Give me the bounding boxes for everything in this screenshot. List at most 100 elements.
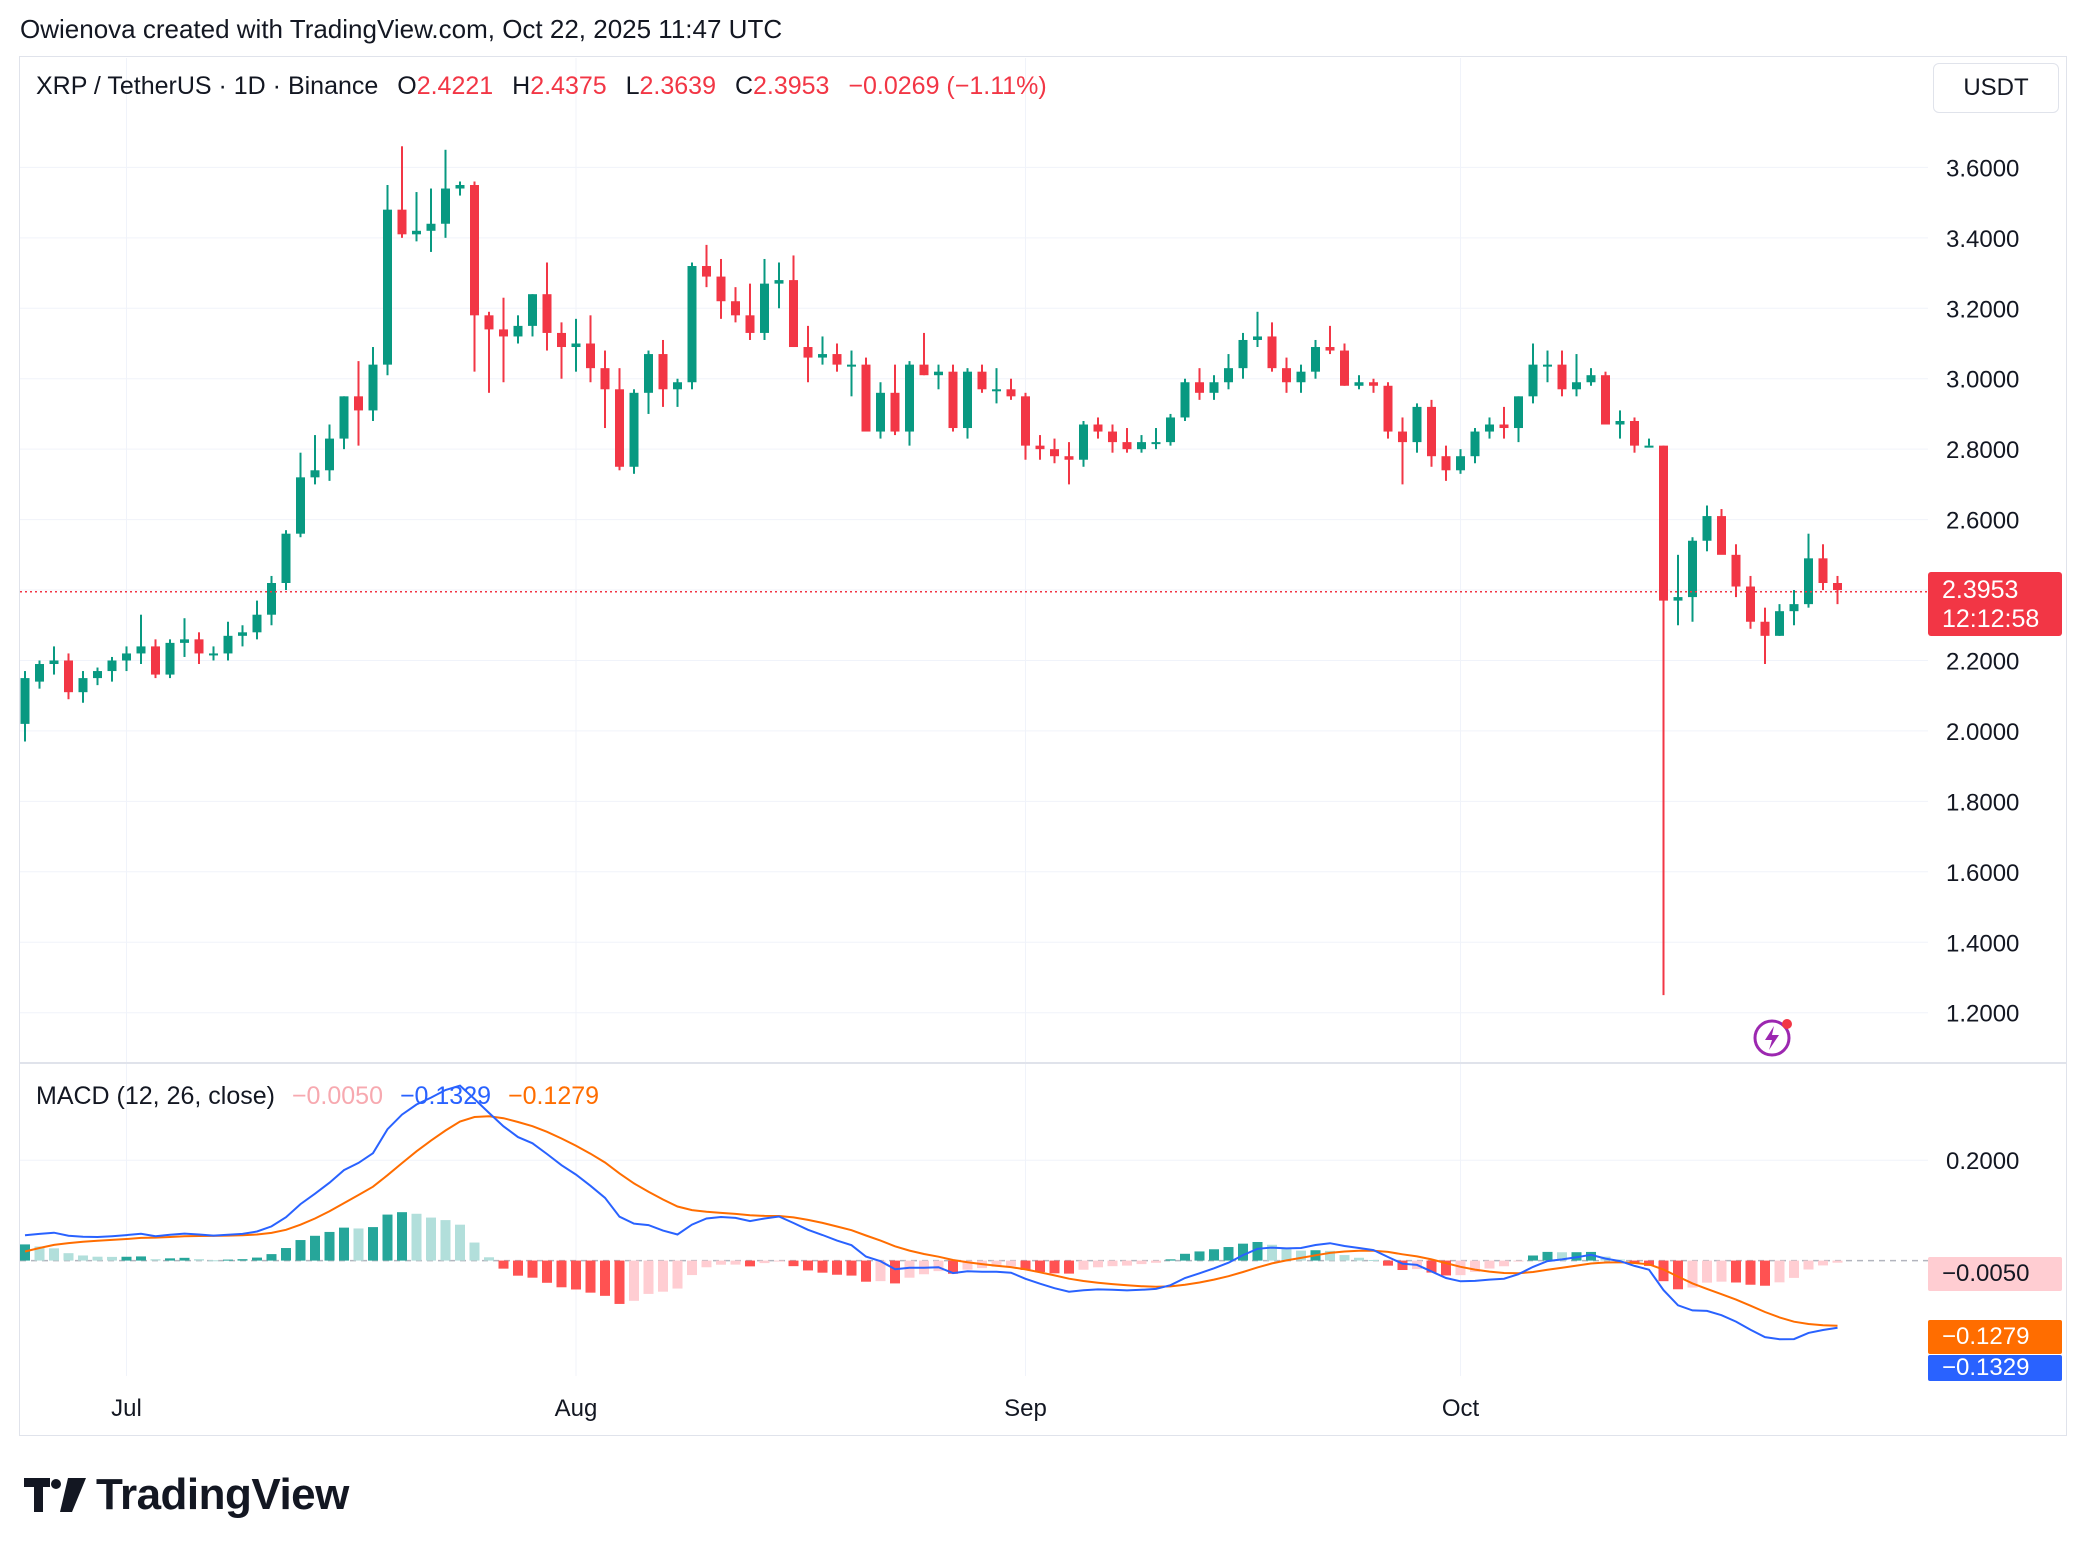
candle-body	[818, 354, 827, 358]
candle-body	[1021, 396, 1030, 446]
macd-histogram-bar	[803, 1260, 813, 1271]
candle-body	[1325, 347, 1335, 351]
candle-body	[528, 294, 537, 326]
candle-body	[1108, 431, 1117, 443]
candle-body	[1731, 554, 1741, 587]
candle-body	[455, 185, 465, 189]
candle-body	[629, 392, 639, 467]
macd-histogram-bar	[1252, 1241, 1263, 1261]
macd-histogram-bar	[194, 1259, 204, 1261]
macd-histogram-bar	[1209, 1249, 1219, 1261]
candle-body	[78, 678, 88, 693]
candle-body	[1789, 604, 1799, 612]
candle-body	[223, 635, 233, 654]
candle-body	[1050, 449, 1059, 457]
macd-histogram-bar	[875, 1260, 886, 1282]
candle-body	[1499, 424, 1509, 429]
currency-button[interactable]: USDT	[1933, 63, 2059, 113]
chart-frame	[19, 56, 2067, 1436]
candle-body	[1383, 385, 1393, 432]
grid	[20, 58, 2066, 1376]
macd-histogram-bar	[411, 1213, 422, 1261]
macd-histogram-bar	[455, 1224, 465, 1261]
candle-body	[1601, 375, 1610, 425]
macd-histogram-bar	[1223, 1247, 1234, 1261]
macd-histogram-bar	[904, 1260, 915, 1278]
macd-histogram-bar	[933, 1260, 944, 1272]
macd-histogram-bar	[1658, 1260, 1669, 1282]
macd-hist-value: −0.0050	[291, 1082, 383, 1110]
candle-body	[1340, 350, 1349, 386]
macd-histogram-bar	[1136, 1260, 1147, 1265]
macd-histogram-bar	[397, 1212, 407, 1261]
candle-body	[1586, 375, 1596, 383]
candle-body	[194, 639, 204, 654]
candle-body	[107, 660, 117, 672]
candle-body	[426, 223, 436, 231]
candle-body	[20, 678, 30, 724]
macd-histogram-bar	[1455, 1260, 1466, 1276]
candle-body	[267, 583, 276, 615]
macd-histogram-bar	[1644, 1260, 1654, 1266]
macd-histogram-bar	[1513, 1260, 1524, 1262]
macd-histogram-bar	[817, 1260, 828, 1273]
macd-histogram-bar	[1107, 1260, 1118, 1267]
macd-histogram-bar	[672, 1260, 683, 1289]
candle-body	[1238, 339, 1248, 369]
macd-histogram-bar	[991, 1260, 1002, 1267]
macd-histogram-bar	[1151, 1260, 1161, 1263]
candle-body	[803, 347, 813, 358]
macd-histogram-bar	[1122, 1260, 1132, 1266]
macd-histogram-bar	[179, 1257, 190, 1261]
macd-histogram-bar	[571, 1260, 581, 1290]
macd-histogram-bar	[20, 1244, 30, 1261]
low-value: 2.3639	[639, 72, 716, 100]
macd-histogram-bar	[1760, 1260, 1770, 1286]
candle-body	[470, 185, 479, 316]
candle-body	[1427, 406, 1436, 457]
candle-body	[484, 315, 494, 330]
macd-histogram-bar	[890, 1260, 900, 1284]
candle-body	[1833, 583, 1842, 591]
macd-histogram-bar	[1267, 1244, 1277, 1261]
candle-body	[963, 371, 972, 429]
macd-line	[24, 1084, 1838, 1341]
candle-body	[180, 639, 189, 643]
candle-body	[542, 294, 552, 333]
candle-body	[64, 660, 73, 693]
high-value: 2.4375	[530, 72, 607, 100]
price-tick-label: 3.6000	[1946, 155, 2019, 182]
open-label: O	[397, 72, 417, 100]
macd-histogram-bar	[324, 1231, 335, 1261]
time-tick-label: Jul	[111, 1395, 142, 1422]
price-tick-label: 1.4000	[1946, 930, 2019, 957]
macd-histogram-bar	[34, 1246, 45, 1261]
candle-body	[238, 632, 247, 636]
macd-histogram-bar	[78, 1255, 88, 1261]
high-label: H	[512, 72, 531, 100]
macd-histogram-bar	[295, 1240, 306, 1261]
candle-body	[1615, 420, 1625, 425]
candle-body	[397, 209, 407, 235]
macd-histogram-bar	[832, 1260, 842, 1275]
time-tick-label: Aug	[555, 1395, 598, 1422]
price-tick-label: 1.6000	[1946, 860, 2019, 887]
lightning-icon[interactable]	[1752, 1016, 1796, 1060]
candle-body	[1282, 368, 1291, 383]
macd-histogram-bar	[339, 1227, 349, 1261]
candle-body	[1079, 424, 1088, 460]
macd-histogram-bar	[1803, 1260, 1814, 1270]
macd-histogram-bar	[136, 1256, 146, 1261]
macd-histogram-bar	[1731, 1260, 1741, 1283]
macd-histogram-bar	[948, 1260, 958, 1274]
candle-body	[1688, 540, 1697, 598]
candle-body	[383, 209, 392, 365]
candle-body	[209, 653, 218, 656]
candle-body	[658, 354, 668, 390]
candle-body	[774, 280, 784, 284]
macd-histogram-bar	[585, 1260, 596, 1293]
candles	[20, 146, 1928, 996]
candle-body	[1267, 336, 1277, 369]
candle-body	[1702, 516, 1712, 541]
